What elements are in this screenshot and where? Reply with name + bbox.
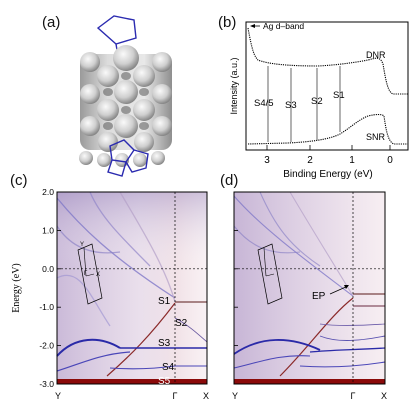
state-label: S4/5 xyxy=(254,98,274,109)
band-structure-c: 2.0 1.0 0.0 -1.0 -2.0 -3.0 Energy (eV) Y… xyxy=(11,187,209,401)
band-ytick: 0.0 xyxy=(42,264,54,274)
band-ytick: -3.0 xyxy=(39,379,54,389)
state-label: S1 xyxy=(333,90,345,101)
band-ytick: -2.0 xyxy=(39,341,54,351)
spectra-frame xyxy=(245,21,409,151)
band-xtick-y: Y xyxy=(55,391,61,401)
band-state-label: S5 xyxy=(158,376,171,387)
dnr-label: DNR xyxy=(366,50,386,60)
panel-label-c: (c) xyxy=(10,172,28,189)
band-ylabel: Energy (eV) xyxy=(11,263,22,313)
panel-label-b: (b) xyxy=(218,14,237,31)
svg-text:Γ: Γ xyxy=(84,271,88,277)
nanoribbon-structure-render xyxy=(79,15,172,177)
band-structure-d: Y Γ X EP xyxy=(232,191,387,401)
state-label: S3 xyxy=(285,100,297,111)
snr-label: SNR xyxy=(366,132,386,142)
band-xtick-y: Y xyxy=(232,391,238,401)
svg-text:X: X xyxy=(96,272,100,278)
band-ytick: 2.0 xyxy=(42,187,54,197)
panel-label-a: (a) xyxy=(42,14,61,31)
spectra-xtick: 1 xyxy=(349,155,355,166)
band-xtick-gamma: Γ xyxy=(351,391,356,401)
spectra-chart: Intensity (a.u.) Binding Energy (eV) 3 2… xyxy=(229,21,409,180)
brillouin-zone-inset xyxy=(257,243,283,305)
ep-label: EP xyxy=(312,291,326,302)
spectra-xtick: 3 xyxy=(264,155,270,166)
band-state-label: S2 xyxy=(175,318,188,329)
panel-label-d: (d) xyxy=(220,172,239,189)
dnr-curve xyxy=(247,27,408,95)
band-xtick-x: X xyxy=(203,391,209,401)
ag-dband-label: Ag d–band xyxy=(263,21,304,31)
band-state-label: S4 xyxy=(162,362,175,373)
band-state-label: S1 xyxy=(158,296,171,307)
spectra-xtick: 2 xyxy=(307,155,313,166)
ag-dband-arrow-icon xyxy=(250,24,255,28)
snr-curve xyxy=(247,113,408,145)
ep-arrow-icon xyxy=(344,285,349,289)
state-label: S2 xyxy=(311,96,323,107)
svg-text:Y: Y xyxy=(80,242,84,248)
spectra-ylabel: Intensity (a.u.) xyxy=(229,57,239,114)
spectra-xtick: 0 xyxy=(387,155,393,166)
spectra-xlabel: Binding Energy (eV) xyxy=(283,169,373,180)
band-ytick: -1.0 xyxy=(39,302,54,312)
band-state-label: S3 xyxy=(158,338,171,349)
band-ytick: 1.0 xyxy=(42,225,54,235)
brillouin-zone-inset: Y Γ X xyxy=(77,242,103,305)
band-xtick-x: X xyxy=(381,391,387,401)
band-xtick-gamma: Γ xyxy=(173,391,178,401)
